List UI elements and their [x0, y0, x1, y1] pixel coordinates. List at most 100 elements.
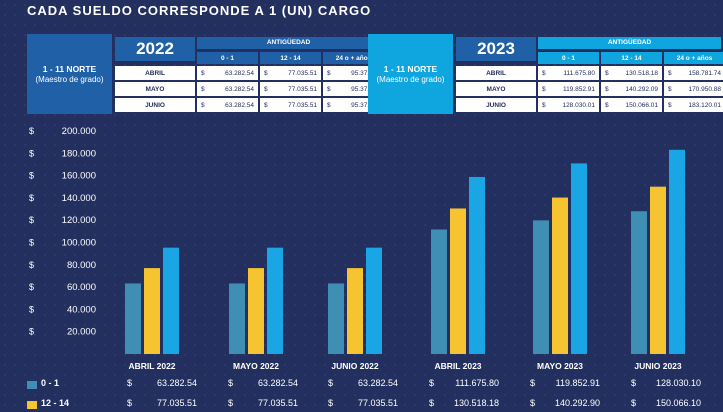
bar [571, 163, 587, 354]
y-tick-label: 160.000 [62, 171, 96, 182]
data-label: $140.292.90 [530, 398, 600, 408]
value-cell: $63.282.54 [197, 98, 258, 112]
y-tick-label: 80.000 [67, 260, 96, 271]
value-cell: $170.950.88 [664, 82, 723, 96]
bar [125, 283, 141, 354]
value-cell: $77.035.51 [260, 98, 321, 112]
currency: $ [201, 69, 205, 77]
column-header: 12 - 14 [601, 52, 662, 64]
bar [248, 268, 264, 354]
currency: $ [327, 101, 331, 109]
currency: $ [327, 69, 331, 77]
year-label: 2023 [456, 37, 536, 61]
amount: 95.372.80 [351, 101, 380, 109]
y-tick-label: 180.000 [62, 148, 96, 159]
data-label: $63.282.54 [228, 378, 298, 388]
bar [328, 283, 344, 354]
y-tick-label: 100.000 [62, 238, 96, 249]
legend-series-name: 12 - 14 [41, 398, 70, 408]
position-subtitle: (Maestro de grado) [376, 74, 445, 84]
y-tick-currency: $ [29, 171, 34, 181]
column-header: 0 - 1 [197, 52, 258, 64]
amount: 130.518.18 [625, 69, 658, 77]
currency: $ [264, 101, 268, 109]
bar [347, 268, 363, 354]
y-tick-currency: $ [29, 126, 34, 136]
value-cell: $119.852.91 [538, 82, 599, 96]
amount: 150.066.01 [625, 101, 658, 109]
legend-swatch [27, 401, 37, 409]
amount: 95.372.80 [351, 69, 380, 77]
month-cell: MAYO [115, 82, 195, 96]
antiguedad-header: ANTIGÜEDAD [538, 37, 721, 49]
x-tick-label: MAYO 2023 [537, 361, 583, 371]
data-label: $77.035.51 [127, 398, 197, 408]
currency: $ [668, 69, 672, 77]
table-header-row: 0 - 1 12 - 14 24 o + años [456, 52, 723, 66]
month-cell: ABRIL [456, 66, 536, 80]
currency: $ [542, 69, 546, 77]
currency: $ [201, 101, 205, 109]
currency: $ [605, 69, 609, 77]
data-label: $111.675.80 [429, 378, 499, 388]
y-tick-label: 60.000 [67, 282, 96, 293]
amount: 140.292.09 [625, 85, 658, 93]
bar [650, 186, 666, 354]
bar [669, 149, 685, 354]
page-heading: CADA SUELDO CORRESPONDE A 1 (UN) CARGO [27, 3, 372, 18]
data-label: $63.282.54 [328, 378, 398, 388]
amount: 77.035.51 [288, 85, 317, 93]
amount: 183.120.01 [688, 101, 721, 109]
table-row: ABRIL $63.282.54 $77.035.51 $95.372.80 [115, 66, 386, 82]
y-tick-label: 140.000 [62, 193, 96, 204]
amount: 95.372.80 [351, 85, 380, 93]
bar [229, 283, 245, 354]
value-cell: $130.518.18 [601, 66, 662, 80]
amount: 63.282.54 [225, 101, 254, 109]
bar [469, 176, 485, 354]
y-tick-currency: $ [29, 327, 34, 337]
bar [144, 268, 160, 354]
y-tick-currency: $ [29, 304, 34, 314]
table-row: MAYO $119.852.91 $140.292.09 $170.950.88 [456, 82, 723, 98]
position-title: 1 - 11 NORTE [42, 63, 97, 74]
bar [631, 211, 647, 354]
amount: 158.781.74 [688, 69, 721, 77]
legend-row: 0 - 1 $63.282.54 $63.282.54 $63.282.54 $111.… [27, 378, 723, 392]
x-tick-label: JUNIO 2023 [634, 361, 682, 371]
salary-table-2023: 1 - 11 NORTE (Maestro de grado) 2023 ANT… [368, 34, 723, 114]
bar [552, 197, 568, 354]
table-row: ABRIL $111.675.80 $130.518.18 $158.781.7… [456, 66, 723, 82]
table-row: JUNIO $128.030.01 $150.066.01 $183.120.0… [456, 98, 723, 114]
bar [533, 220, 549, 354]
bar [267, 247, 283, 354]
y-tick-currency: $ [29, 238, 34, 248]
legend-row: 12 - 14 $77.035.51 $77.035.51 $77.035.51 $13… [27, 398, 723, 412]
salary-bar-chart: $20.000 $ 40.000 $ 60.000 $ 80.000 $ 100.000 $ 120… [29, 126, 685, 371]
legend-swatch [27, 381, 37, 389]
value-cell: $128.030.01 [538, 98, 599, 112]
month-cell: MAYO [456, 82, 536, 96]
bar [450, 208, 466, 354]
value-cell: $77.035.51 [260, 66, 321, 80]
amount: 170.950.88 [688, 85, 721, 93]
month-cell: JUNIO [456, 98, 536, 112]
currency: $ [668, 85, 672, 93]
y-tick-label: 20.000 [67, 327, 96, 338]
amount: 63.282.54 [225, 69, 254, 77]
amount: 111.675.80 [563, 69, 595, 77]
column-header: 0 - 1 [538, 52, 599, 64]
amount: 77.035.51 [288, 69, 317, 77]
column-header: 12 - 14 [260, 52, 321, 64]
salary-table: 0 - 1 12 - 14 24 o + años ABRIL $111.675… [456, 52, 723, 114]
data-label: $150.066.10 [631, 398, 701, 408]
legend-series-name: 0 - 1 [41, 378, 60, 388]
currency: $ [668, 101, 672, 109]
y-tick-label: 120.000 [62, 215, 96, 226]
salary-table-2022: 1 - 11 NORTE (Maestro de grado) 2022 ANT… [27, 34, 384, 114]
data-label: $63.282.54 [127, 378, 197, 388]
currency: $ [201, 85, 205, 93]
data-label: $119.852.91 [530, 378, 600, 388]
currency: $ [264, 69, 268, 77]
table-row: MAYO $63.282.54 $77.035.51 $95.372.80 [115, 82, 386, 98]
